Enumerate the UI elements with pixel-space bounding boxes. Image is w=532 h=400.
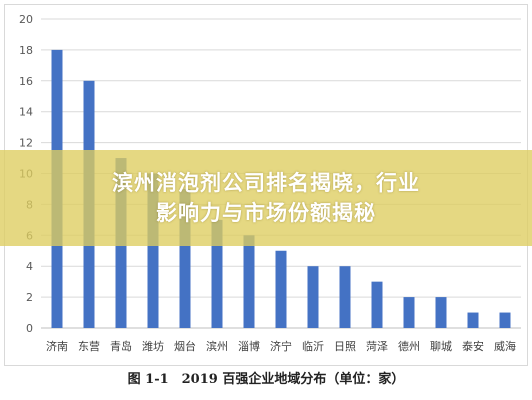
x-tick-label: 聊城 — [430, 339, 452, 353]
bar — [435, 297, 447, 328]
bar — [467, 312, 479, 328]
bar — [371, 281, 383, 328]
y-tick-label: 2 — [26, 291, 33, 304]
x-tick-label: 淄博 — [238, 340, 260, 353]
x-tick-label: 德州 — [398, 339, 420, 353]
y-tick-label: 0 — [26, 322, 33, 335]
headline-banner: 滨州消泡剂公司排名揭晓，行业 影响力与市场份额揭秘 — [0, 150, 532, 246]
y-tick-label: 12 — [19, 137, 33, 150]
x-tick-label: 济宁 — [270, 339, 292, 353]
bar — [147, 173, 159, 328]
x-tick-label: 济南 — [46, 339, 68, 353]
bar — [243, 235, 255, 328]
bar — [307, 266, 319, 328]
x-tick-label: 泰安 — [462, 339, 484, 353]
x-tick-label: 日照 — [334, 340, 356, 353]
y-tick-label: 4 — [26, 260, 33, 273]
x-tick-label: 东营 — [78, 339, 100, 353]
y-tick-label: 20 — [19, 13, 33, 26]
y-tick-label: 14 — [19, 106, 33, 119]
bar — [403, 297, 415, 328]
headline-line-2: 影响力与市场份额揭秘 — [156, 201, 376, 225]
headline-line-1: 滨州消泡剂公司排名揭晓，行业 — [112, 171, 420, 195]
bar — [275, 250, 287, 328]
x-tick-label: 临沂 — [302, 339, 324, 353]
x-tick-label: 威海 — [494, 339, 516, 353]
bar — [339, 266, 351, 328]
y-tick-label: 18 — [19, 44, 33, 57]
x-tick-label: 潍坊 — [142, 339, 164, 353]
y-tick-label: 16 — [19, 75, 33, 88]
x-tick-label: 烟台 — [174, 339, 196, 353]
x-tick-label: 菏泽 — [366, 340, 388, 353]
bar — [499, 312, 511, 328]
bar — [179, 188, 191, 328]
x-tick-label: 青岛 — [110, 339, 132, 353]
figure-caption: 图 1-1 2019 百强企业地域分布（单位：家） — [127, 372, 405, 387]
x-tick-label: 滨州 — [206, 339, 228, 353]
bar — [211, 219, 223, 328]
